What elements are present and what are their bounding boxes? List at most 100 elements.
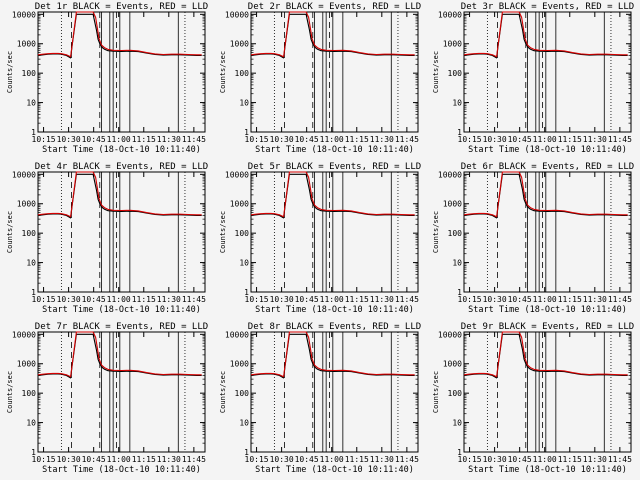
x-tick-label: 11:00 [533,135,557,144]
panel-title: Det 2r BLACK = Events, RED = LLD [248,2,421,12]
x-tick-label: 10:45 [508,135,532,144]
y-tick-label: 10 [26,259,36,268]
events-series-line [37,13,202,59]
x-tick-label: 11:15 [558,455,582,464]
x-tick-label: 10:45 [295,295,319,304]
detector-panel: Det 9r BLACK = Events, RED = LLD 1 10 100 10… [432,322,634,475]
events-series-line [250,333,415,379]
plot-frame [463,331,632,453]
y-tick-label: 10 [239,419,249,428]
x-tick-label: 11:15 [132,135,156,144]
panel-title: Det 3r BLACK = Events, RED = LLD [461,2,634,12]
plot-frame [250,171,419,293]
x-tick-label: 11:00 [107,135,131,144]
events-series-line [463,333,628,379]
y-tick-label: 1000 [443,200,462,209]
detector-panel: Det 4r BLACK = Events, RED = LLD 1 10 100 10… [6,162,208,315]
y-tick-label: 100 [22,389,37,398]
panel-title: Det 4r BLACK = Events, RED = LLD [35,162,208,172]
x-axis-label: Start Time (18-Oct-10 10:11:40) [468,305,627,315]
x-axis-label: Start Time (18-Oct-10 10:11:40) [255,305,414,315]
x-tick-label: 11:15 [345,135,369,144]
y-tick-label: 1000 [17,360,36,369]
x-tick-label: 10:30 [270,295,294,304]
x-tick-label: 11:15 [345,295,369,304]
x-tick-label: 11:00 [533,295,557,304]
y-tick-label: 1 [244,288,249,297]
x-tick-label: 10:30 [483,455,507,464]
x-tick-label: 11:45 [182,455,206,464]
x-tick-label: 11:00 [320,135,344,144]
x-tick-label: 10:15 [32,295,56,304]
plot-frame [37,331,206,453]
x-axis-label: Start Time (18-Oct-10 10:11:40) [42,305,201,315]
x-tick-label: 10:30 [57,135,81,144]
plot-frame [250,11,419,133]
x-tick-label: 10:45 [508,295,532,304]
y-tick-label: 1 [31,128,36,137]
panel-title: Det 1r BLACK = Events, RED = LLD [35,2,208,12]
x-tick-label: 11:30 [370,295,394,304]
y-tick-label: 1 [457,448,462,457]
y-tick-label: 100 [448,69,463,78]
detector-panel: Det 7r BLACK = Events, RED = LLD 1 10 100 10… [6,322,208,475]
y-axis-label: Counts/sec [219,211,227,253]
x-tick-label: 10:45 [82,295,106,304]
x-tick-label: 10:15 [458,295,482,304]
detector-panel: Det 5r BLACK = Events, RED = LLD 1 10 100 10… [219,162,421,315]
y-tick-label: 10000 [438,10,462,19]
detector-panel: Det 8r BLACK = Events, RED = LLD 1 10 100 10… [219,322,421,475]
x-tick-label: 10:15 [245,135,269,144]
y-tick-label: 10000 [12,330,36,339]
x-tick-label: 11:15 [345,455,369,464]
detector-panel: Det 2r BLACK = Events, RED = LLD 1 10 100 10… [219,2,421,155]
lld-series-line [37,11,202,58]
y-axis-label: Counts/sec [219,371,227,413]
x-tick-label: 11:30 [583,135,607,144]
x-tick-label: 10:15 [458,135,482,144]
lld-series-line [463,11,628,58]
y-tick-label: 100 [22,229,37,238]
y-tick-label: 10000 [225,10,249,19]
panel-title: Det 8r BLACK = Events, RED = LLD [248,322,421,332]
y-tick-label: 1000 [230,360,249,369]
events-series-line [463,13,628,59]
x-tick-label: 10:45 [508,455,532,464]
y-axis-label: Counts/sec [6,51,14,93]
detector-panel: Det 3r BLACK = Events, RED = LLD 1 10 100 10… [432,2,634,155]
x-tick-label: 10:15 [458,455,482,464]
x-tick-label: 10:15 [32,135,56,144]
plot-frame [37,11,206,133]
x-tick-label: 10:45 [295,135,319,144]
lld-series-line [37,171,202,218]
y-tick-label: 10000 [438,330,462,339]
x-tick-label: 10:30 [57,295,81,304]
y-tick-label: 1 [31,448,36,457]
y-tick-label: 10000 [225,170,249,179]
x-tick-label: 11:00 [107,295,131,304]
y-axis-label: Counts/sec [432,371,440,413]
x-tick-label: 11:15 [132,295,156,304]
x-tick-label: 11:45 [608,455,632,464]
panel-title: Det 7r BLACK = Events, RED = LLD [35,322,208,332]
y-tick-label: 1 [31,288,36,297]
y-axis-label: Counts/sec [432,211,440,253]
panel-title: Det 5r BLACK = Events, RED = LLD [248,162,421,172]
x-axis-label: Start Time (18-Oct-10 10:11:40) [42,145,201,155]
x-tick-label: 11:45 [395,295,419,304]
y-tick-label: 1000 [443,40,462,49]
y-tick-label: 1000 [230,200,249,209]
y-tick-label: 1000 [17,200,36,209]
y-axis-label: Counts/sec [6,371,14,413]
x-tick-label: 10:15 [32,455,56,464]
y-tick-label: 100 [235,229,250,238]
y-tick-label: 10000 [438,170,462,179]
y-tick-label: 10 [452,259,462,268]
plot-frame [463,11,632,133]
x-tick-label: 10:45 [82,455,106,464]
x-tick-label: 10:30 [483,135,507,144]
x-tick-label: 11:30 [157,455,181,464]
x-tick-label: 11:45 [182,295,206,304]
y-tick-label: 1000 [230,40,249,49]
